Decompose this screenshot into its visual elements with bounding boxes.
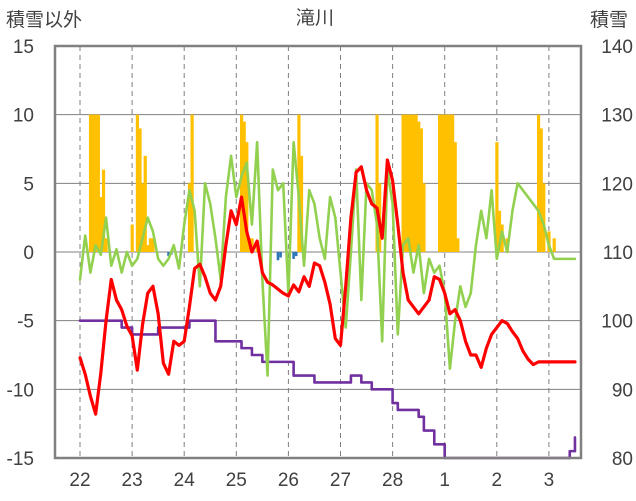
snowfall-bar bbox=[91, 114, 95, 253]
snowfall-bar bbox=[443, 114, 447, 253]
snowfall-bar bbox=[148, 238, 153, 252]
series-line-red bbox=[78, 158, 577, 416]
right-tick-label: 100 bbox=[601, 312, 633, 333]
negative-bar bbox=[167, 252, 170, 257]
snowfall-bar bbox=[96, 114, 100, 253]
left-tick-label: 10 bbox=[13, 106, 34, 127]
snowfall-bar bbox=[151, 238, 155, 252]
snowfall-bar bbox=[536, 114, 541, 253]
snowfall-bar bbox=[552, 238, 556, 252]
snowfall-bar bbox=[419, 128, 423, 252]
snowfall-bar bbox=[297, 114, 301, 253]
left-axis-ticks: 15 10 5 0 -5 -10 -15 bbox=[7, 37, 34, 470]
snowfall-bar bbox=[451, 114, 455, 253]
negative-bar bbox=[279, 252, 282, 258]
right-tick-label: 140 bbox=[601, 37, 633, 58]
snowfall-bar bbox=[500, 224, 504, 252]
negative-bar bbox=[294, 252, 298, 257]
right-tick-label: 120 bbox=[601, 174, 633, 195]
negative-bar bbox=[292, 252, 295, 259]
snowfall-bar bbox=[146, 245, 150, 252]
snowfall-bar bbox=[299, 155, 304, 252]
snowfall-bar bbox=[453, 142, 457, 252]
snowfall-bar bbox=[187, 183, 192, 252]
snowfall-bar bbox=[456, 238, 460, 252]
left-tick-label: 0 bbox=[23, 243, 34, 264]
snowfall-bar bbox=[417, 121, 421, 253]
x-tick-label: 3 bbox=[544, 470, 555, 491]
snowfall-bar bbox=[101, 169, 106, 252]
snowfall-bar bbox=[143, 155, 147, 252]
snowfall-bar bbox=[440, 114, 444, 253]
right-axis-label: 積雪 bbox=[590, 9, 628, 31]
snowfall-bar bbox=[414, 114, 418, 253]
left-axis-label: 積雪以外 bbox=[6, 9, 82, 31]
snowfall-bar bbox=[138, 128, 142, 252]
snowfall-bar bbox=[445, 114, 450, 253]
x-tick-label: 24 bbox=[174, 470, 196, 491]
x-tick-label: 1 bbox=[439, 470, 450, 491]
snowfall-bar bbox=[539, 128, 543, 252]
series-lines bbox=[78, 140, 577, 460]
right-axis-ticks: 140 130 120 110 100 90 80 bbox=[601, 37, 633, 470]
negative-bar bbox=[276, 252, 280, 261]
left-tick-label: 15 bbox=[13, 37, 34, 58]
snowfall-bar bbox=[375, 114, 379, 253]
snowfall-bar bbox=[130, 224, 134, 252]
x-tick-label: 22 bbox=[69, 470, 90, 491]
x-tick-label: 2 bbox=[492, 470, 503, 491]
left-tick-label: -15 bbox=[7, 449, 34, 470]
x-tick-label: 26 bbox=[278, 470, 299, 491]
snowfall-bar bbox=[497, 210, 502, 252]
snowfall-bar bbox=[404, 114, 408, 253]
snowfall-bar bbox=[242, 121, 246, 253]
right-tick-label: 90 bbox=[612, 380, 633, 401]
left-tick-label: -10 bbox=[7, 380, 34, 401]
snowfall-bar bbox=[448, 114, 452, 253]
snowfall-bar bbox=[411, 114, 416, 253]
plot-frame bbox=[53, 44, 583, 460]
chart-title: 滝川 bbox=[296, 7, 334, 29]
snowfall-bar bbox=[495, 142, 499, 252]
snowfall-bar bbox=[104, 238, 108, 252]
x-tick-label: 25 bbox=[226, 470, 247, 491]
right-tick-label: 80 bbox=[612, 449, 633, 470]
snowfall-bar bbox=[190, 114, 194, 253]
right-tick-label: 110 bbox=[603, 243, 633, 264]
snowfall-bar bbox=[437, 114, 442, 253]
snowfall-bar bbox=[135, 114, 140, 253]
x-tick-label: 23 bbox=[122, 470, 143, 491]
snowfall-bar bbox=[401, 114, 405, 253]
x-tick-label: 28 bbox=[382, 470, 403, 491]
snowfall-bars bbox=[88, 114, 556, 253]
left-tick-label: -5 bbox=[17, 312, 34, 333]
snowfall-bar bbox=[409, 114, 413, 253]
negative-bars bbox=[167, 252, 298, 261]
series-line-green bbox=[78, 140, 577, 377]
snowfall-bar bbox=[94, 114, 98, 253]
left-tick-label: 5 bbox=[23, 174, 34, 195]
snowfall-bar bbox=[99, 197, 103, 252]
right-tick-label: 130 bbox=[601, 106, 633, 127]
snowfall-bar bbox=[422, 183, 426, 252]
x-axis-ticks: 22 23 24 25 26 27 28 1 2 3 bbox=[69, 470, 554, 491]
snowfall-bar bbox=[141, 183, 145, 252]
snowfall-bar bbox=[240, 114, 244, 253]
snowfall-bar bbox=[250, 238, 254, 252]
x-tick-label: 27 bbox=[330, 470, 351, 491]
snowfall-bar bbox=[245, 142, 249, 252]
snowfall-bar bbox=[88, 114, 93, 253]
snowfall-bar bbox=[542, 183, 546, 252]
snowfall-bar bbox=[406, 114, 410, 253]
